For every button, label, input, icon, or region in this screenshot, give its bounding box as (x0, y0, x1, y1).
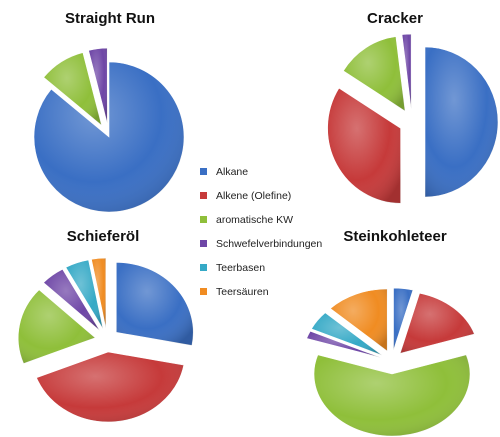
pie-slice-shading (330, 288, 388, 351)
legend-label-aromatische-kw: aromatische KW (216, 214, 293, 226)
legend-swatch-teerbasen (200, 264, 207, 271)
legend-swatch-aromatische-kw (200, 216, 207, 223)
pie-steinkohleteer (306, 287, 475, 437)
pie-slice-shading (343, 36, 406, 112)
legend-swatch-schwefelverbindungen (200, 240, 207, 247)
pie-slice-shading (18, 289, 96, 364)
pie-schieferoel (17, 257, 194, 423)
legend-label-alkane: Alkane (216, 166, 248, 178)
pie-slice-shading (425, 47, 498, 197)
legend-swatch-alkane (200, 168, 207, 175)
chart-title-schieferoel: Schieferöl (67, 228, 140, 245)
chart-title-cracker: Cracker (367, 10, 423, 27)
pie-slice-shading (91, 258, 106, 329)
legend-label-teersaeuren: Teersäuren (216, 286, 269, 298)
pie-slice-shading (306, 331, 381, 358)
pie-slice-shading (43, 52, 102, 126)
legend-label-teerbasen: Teerbasen (216, 262, 265, 274)
pie-slice-shading (393, 288, 413, 351)
chart-title-straight-run: Straight Run (65, 10, 155, 27)
pie-slice-shading (43, 269, 100, 331)
pie-slice-shading (65, 259, 103, 329)
pie-slice-shading (402, 34, 412, 110)
pie-cracker (327, 33, 499, 204)
legend-label-schwefelverbindungen: Schwefelverbindungen (216, 238, 322, 250)
chart-title-steinkohleteer: Steinkohleteer (343, 228, 447, 245)
pie-slice-shading (88, 48, 108, 124)
legend-swatch-alkene (200, 192, 207, 199)
pie-slice-shading (327, 88, 401, 204)
legend-swatch-teersaeuren (200, 288, 207, 295)
pie-slice-shading (116, 262, 194, 346)
pie-slice-shading (400, 293, 475, 354)
pie-slice-shading (36, 351, 184, 422)
legend: Alkane Alkene (Olefine) aromatische KW S… (200, 166, 322, 298)
legend-label-alkene: Alkene (Olefine) (216, 190, 291, 202)
pie-straight-run (33, 47, 185, 213)
pie-slice-shading (311, 312, 383, 356)
pie-slice-shading (313, 354, 470, 437)
pie-slice-shading (33, 62, 184, 212)
